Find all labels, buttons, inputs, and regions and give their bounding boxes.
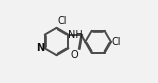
Text: Cl: Cl [57,16,67,26]
Text: O: O [70,50,78,60]
Text: N: N [36,43,44,53]
Text: NH: NH [68,30,83,40]
Text: Cl: Cl [112,37,121,47]
